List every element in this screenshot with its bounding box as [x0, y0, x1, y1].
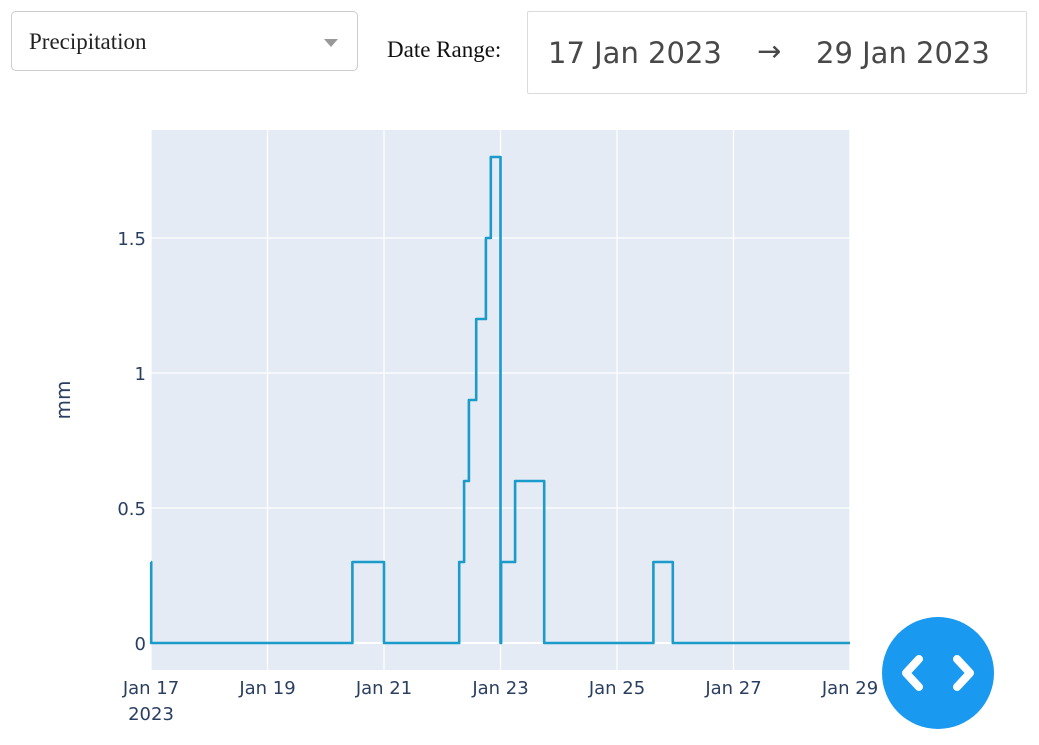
x-tick-label: Jan 23 [471, 678, 528, 699]
x-tick-label: Jan 25 [588, 678, 645, 699]
date-range-arrow-icon: → [757, 34, 782, 68]
y-tick-label: 1.5 [117, 229, 146, 250]
date-range-label: Date Range: [387, 37, 502, 62]
variable-dropdown[interactable]: Precipitation [11, 11, 358, 71]
series-layer [149, 155, 850, 645]
dropdown-arrow-icon[interactable] [324, 39, 338, 47]
precipitation-series-line [149, 155, 850, 645]
x-tick-label: Jan 29 [821, 678, 878, 699]
code-icon [902, 655, 974, 691]
x-tick-label: Jan 17 [122, 678, 179, 699]
start-date-input[interactable]: 17 Jan 2023 [548, 36, 722, 70]
axis-ticks: Jan 17 2023 Jan 19 Jan 21 Jan 23 Jan 25 Jan 27… [117, 229, 878, 725]
x-tick-year-label: 2023 [128, 704, 174, 725]
date-range-picker[interactable]: 17 Jan 2023 → 29 Jan 2023 [527, 11, 1027, 94]
x-tick-label: Jan 21 [355, 678, 412, 699]
x-tick-label: Jan 27 [704, 678, 761, 699]
y-axis-label: mm [51, 381, 75, 420]
code-toggle-button[interactable] [882, 617, 994, 729]
end-date-input[interactable]: 29 Jan 2023 [816, 36, 990, 70]
variable-dropdown-value: Precipitation [29, 29, 147, 54]
y-tick-label: 0 [135, 634, 146, 655]
y-tick-label: 0.5 [117, 499, 146, 520]
x-tick-label: Jan 19 [238, 678, 295, 699]
y-tick-label: 1 [135, 364, 146, 385]
